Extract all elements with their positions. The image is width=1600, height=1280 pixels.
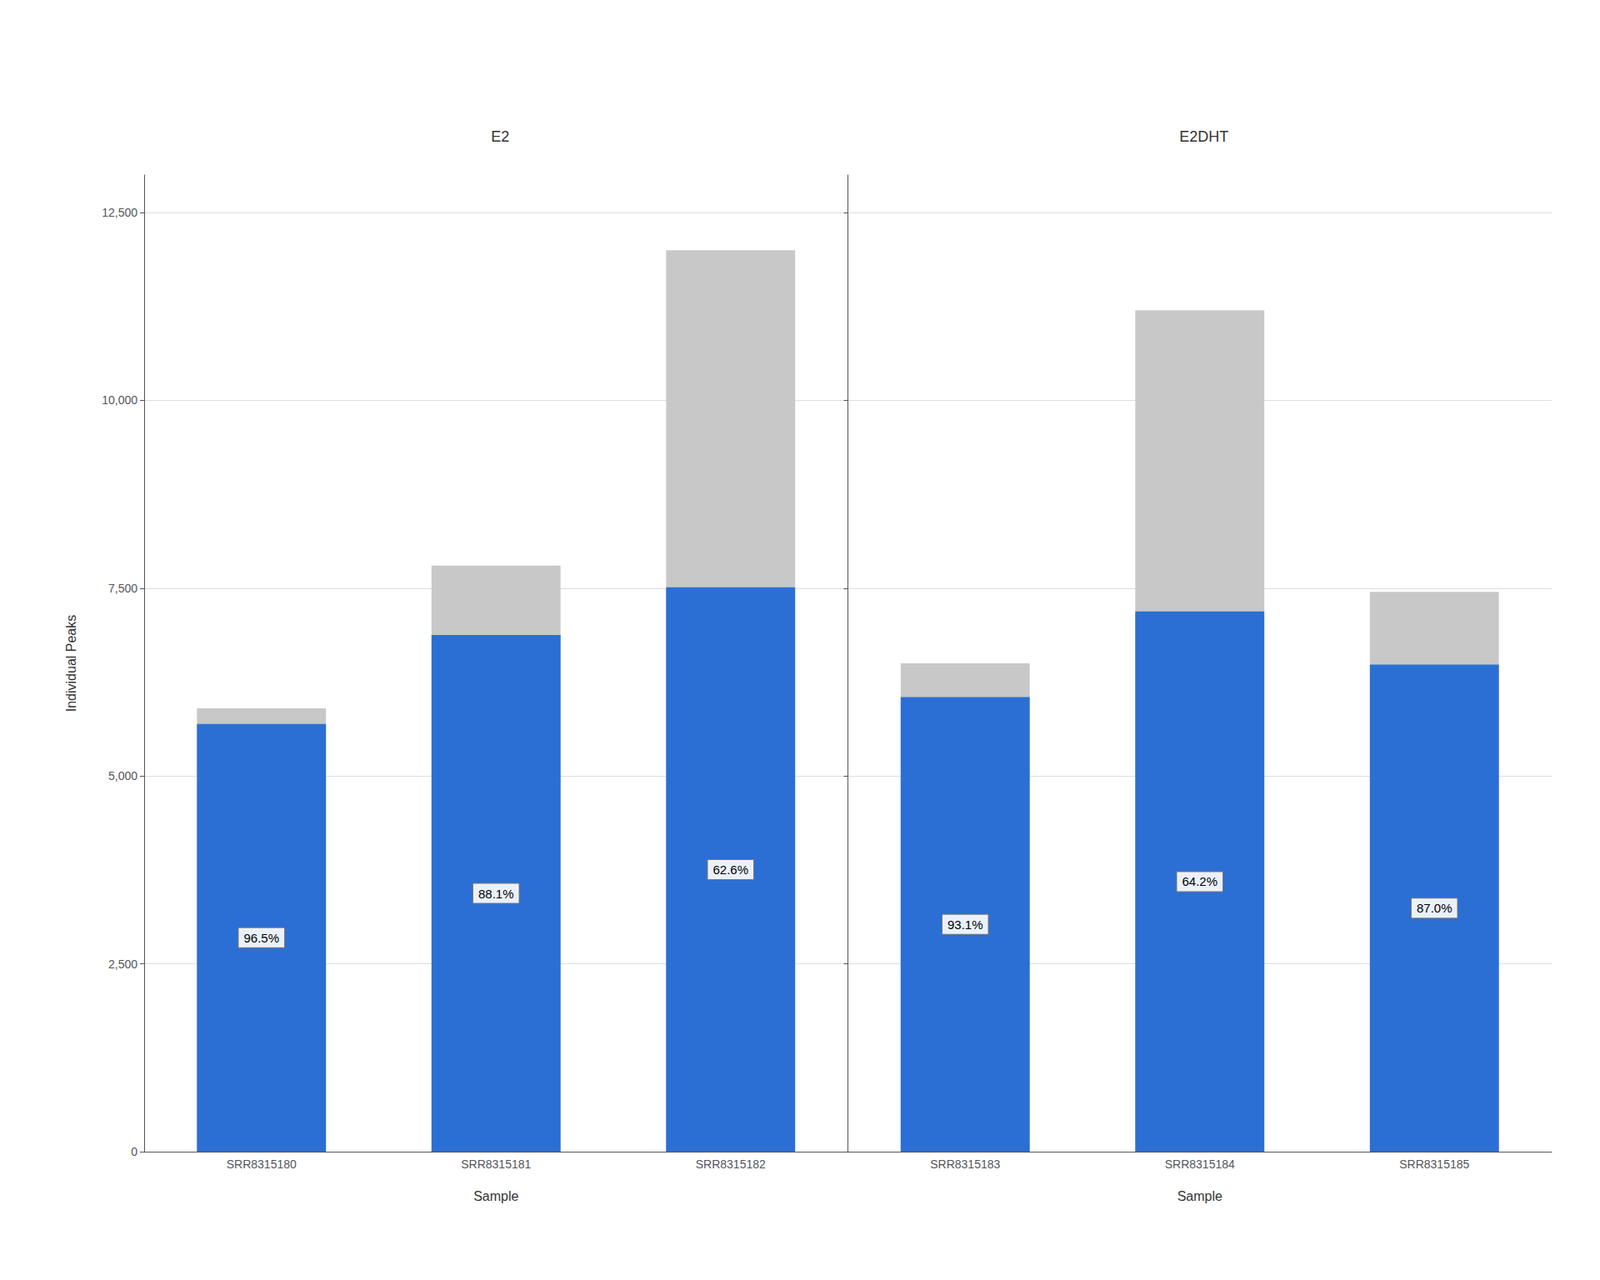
svg-text:Sample: Sample xyxy=(1177,1189,1223,1204)
svg-text:10,000: 10,000 xyxy=(101,393,138,407)
svg-text:Sample: Sample xyxy=(473,1189,519,1204)
svg-text:87.0%: 87.0% xyxy=(1416,900,1453,915)
svg-text:SRR8315181: SRR8315181 xyxy=(460,1157,531,1171)
svg-text:96.5%: 96.5% xyxy=(243,930,280,945)
svg-text:Individual Peaks: Individual Peaks xyxy=(64,615,79,713)
svg-text:SRR8315182: SRR8315182 xyxy=(695,1157,766,1171)
svg-text:E2DHT: E2DHT xyxy=(1179,128,1229,145)
svg-text:SRR8315185: SRR8315185 xyxy=(1399,1157,1470,1171)
svg-text:2,500: 2,500 xyxy=(108,957,138,971)
svg-text:62.6%: 62.6% xyxy=(712,862,749,877)
svg-text:64.2%: 64.2% xyxy=(1181,874,1218,889)
svg-text:88.1%: 88.1% xyxy=(478,886,515,901)
svg-text:0: 0 xyxy=(130,1145,138,1159)
svg-text:SRR8315184: SRR8315184 xyxy=(1165,1157,1235,1171)
svg-text:SRR8315180: SRR8315180 xyxy=(226,1157,297,1171)
svg-text:SRR8315183: SRR8315183 xyxy=(930,1157,1000,1171)
svg-text:7,500: 7,500 xyxy=(108,581,138,595)
svg-text:12,500: 12,500 xyxy=(101,205,138,220)
svg-text:93.1%: 93.1% xyxy=(947,917,984,932)
svg-text:E2: E2 xyxy=(490,128,510,145)
svg-text:5,000: 5,000 xyxy=(108,769,138,783)
